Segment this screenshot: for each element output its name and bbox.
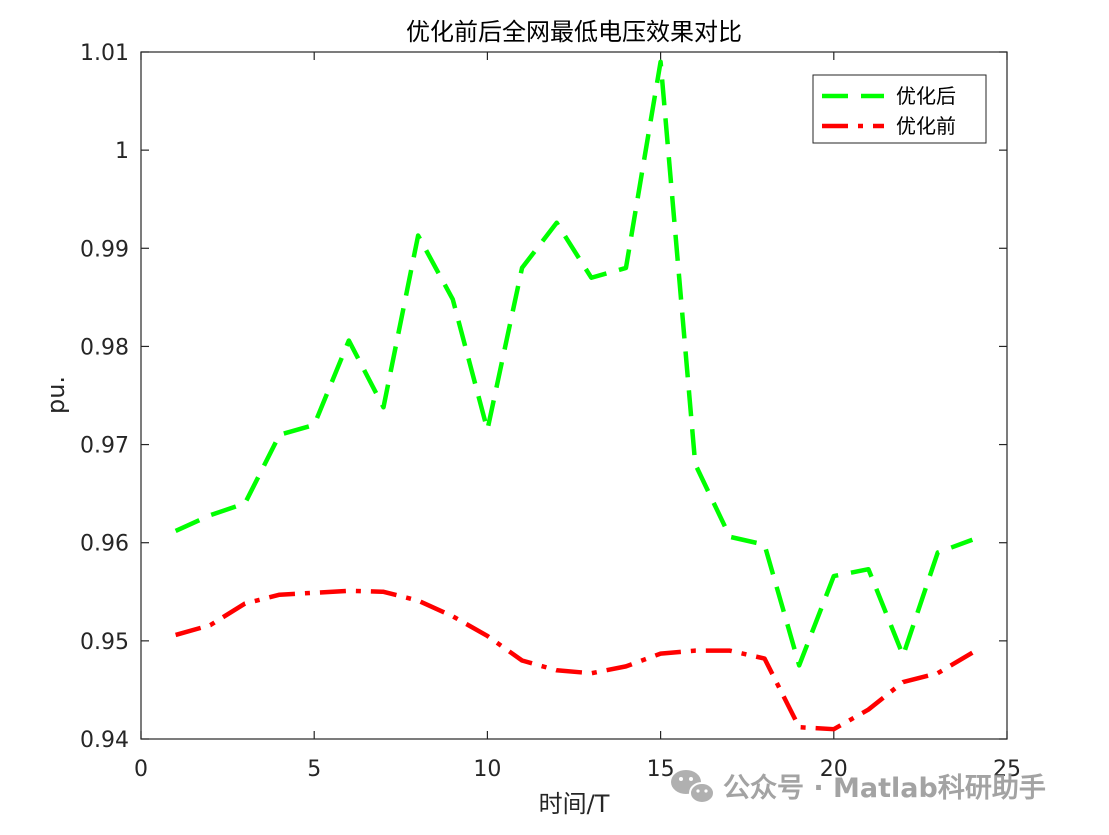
y-tick-label-0-98: 0.98 bbox=[80, 335, 129, 360]
legend-box bbox=[812, 74, 987, 144]
y-tick-label-0-94: 0.94 bbox=[80, 728, 129, 753]
axes-box bbox=[140, 51, 1008, 740]
x-tick-label-15: 15 bbox=[647, 757, 675, 782]
chart-title: 优化前后全网最低电压效果对比 bbox=[406, 18, 742, 46]
x-tick-label-25: 25 bbox=[993, 757, 1021, 782]
legend: 优化后 优化前 bbox=[812, 74, 987, 144]
series-line-optimized-before bbox=[175, 588, 974, 732]
x-tick-label-10: 10 bbox=[473, 757, 501, 782]
series-lines bbox=[174, 59, 974, 732]
y-tick-label-1: 1 bbox=[115, 139, 129, 164]
y-tick-label-0-96: 0.96 bbox=[80, 532, 129, 557]
watermark: 公众号 · Matlab科研助手 bbox=[671, 770, 1046, 804]
x-ticks: 0 5 10 15 20 25 bbox=[134, 52, 1021, 782]
wechat-icon bbox=[671, 770, 715, 804]
y-axis-title: pu. bbox=[42, 376, 70, 414]
y-tick-label-1-01: 1.01 bbox=[80, 41, 129, 66]
x-tick-label-20: 20 bbox=[820, 757, 848, 782]
x-axis-title: 时间/T bbox=[539, 790, 610, 818]
legend-label-optimized-before: 优化前 bbox=[896, 114, 956, 138]
watermark-text: 公众号 · Matlab科研助手 bbox=[723, 773, 1046, 804]
x-tick-label-5: 5 bbox=[307, 757, 321, 782]
y-tick-label-0-99: 0.99 bbox=[80, 237, 129, 262]
plot-area: 0 5 10 15 20 25 0.94 0.95 0.96 0.97 0.98 0.99 1 1.01 bbox=[80, 41, 1021, 782]
x-tick-label-0: 0 bbox=[134, 757, 148, 782]
y-ticks: 0.94 0.95 0.96 0.97 0.98 0.99 1 1.01 bbox=[80, 41, 1007, 753]
series-line-optimized-after bbox=[174, 59, 974, 668]
y-tick-label-0-95: 0.95 bbox=[80, 630, 129, 655]
legend-label-optimized-after: 优化后 bbox=[896, 84, 956, 108]
y-tick-label-0-97: 0.97 bbox=[80, 434, 129, 459]
